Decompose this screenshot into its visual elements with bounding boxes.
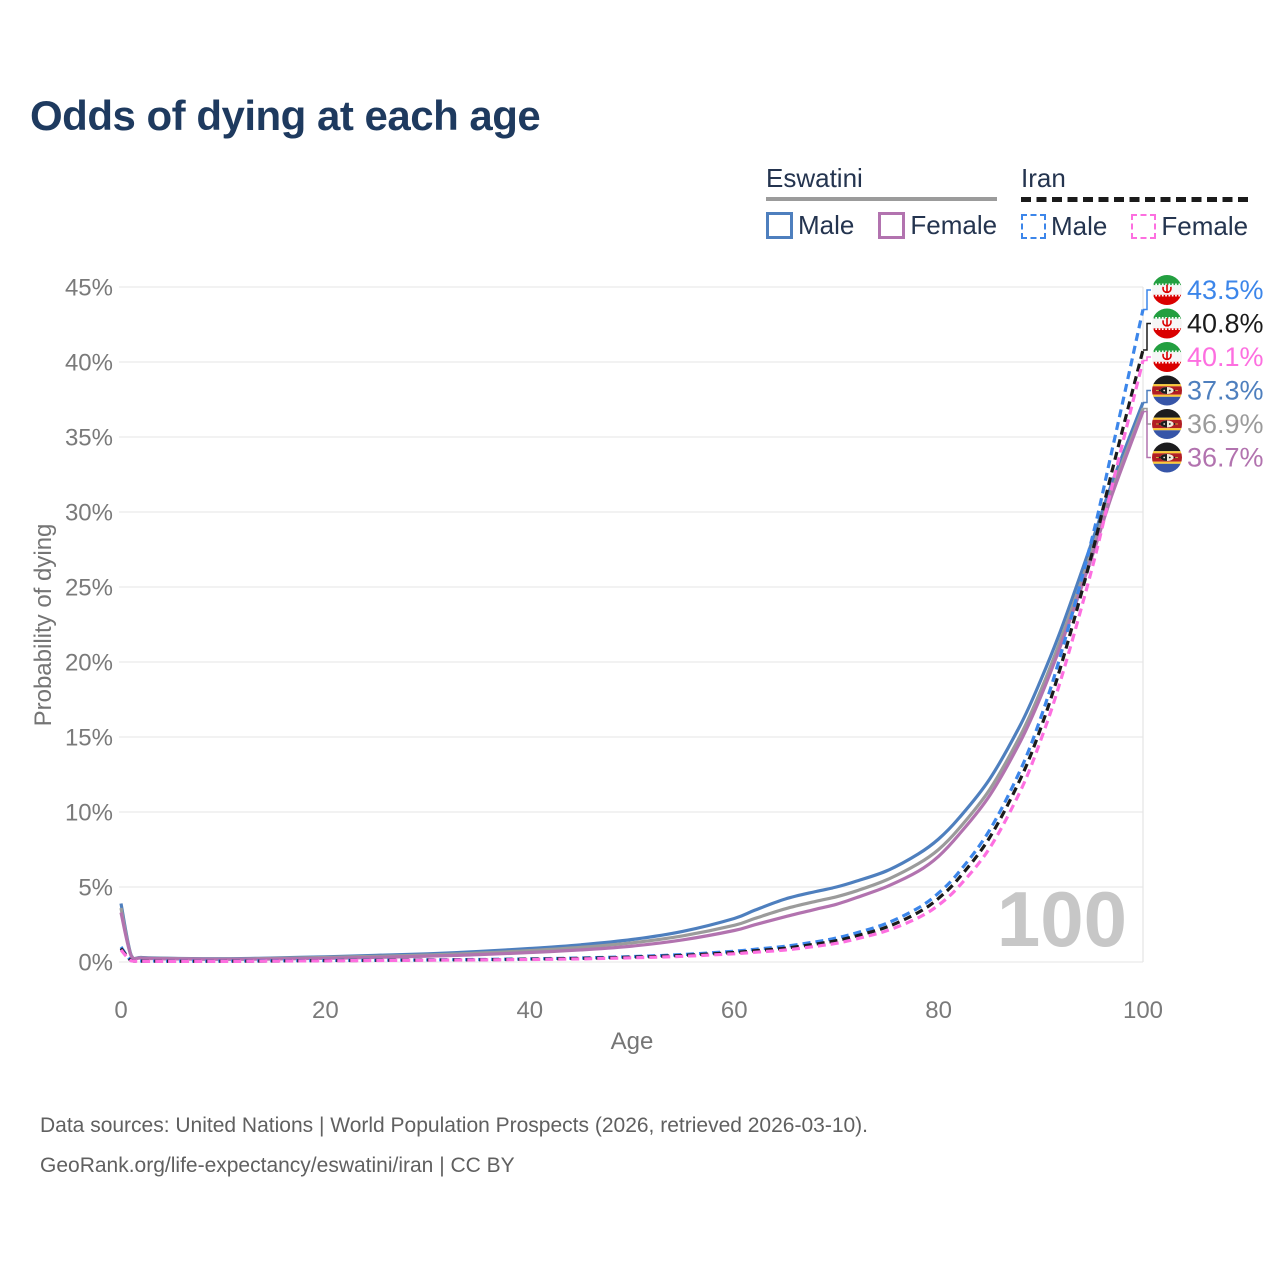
y-tick-label: 25% <box>65 575 113 602</box>
leader-line <box>1143 389 1151 404</box>
y-tick-label: 40% <box>65 350 113 377</box>
x-tick-label: 100 <box>1123 997 1163 1024</box>
leader-line <box>1143 356 1151 362</box>
legend-group-eswatini: Eswatini Male Female <box>766 163 998 241</box>
footer: Data sources: United Nations | World Pop… <box>40 1106 868 1186</box>
legend-header-iran[interactable]: Iran <box>1021 163 1066 193</box>
y-tick-label: 15% <box>65 725 113 752</box>
legend: Eswatini Male Female Iran <box>0 163 1280 243</box>
legend-item-eswatini-female[interactable]: Female <box>878 210 997 241</box>
end-value-label: 36.7% <box>1187 443 1264 473</box>
series-line-eswatini-female[interactable] <box>119 410 1145 961</box>
footer-data-sources: Data sources: United Nations | World Pop… <box>40 1114 869 1137</box>
x-tick-label: 40 <box>516 997 543 1024</box>
x-tick-label: 0 <box>114 997 127 1024</box>
y-tick-label: 20% <box>65 650 113 677</box>
iran-flag-icon <box>1152 342 1182 372</box>
end-value-label: 40.1% <box>1187 342 1264 372</box>
iran-female-swatch <box>1131 214 1157 239</box>
y-tick-label: 0% <box>78 950 113 977</box>
end-value-label: 43.5% <box>1187 275 1264 305</box>
leader-line <box>1143 322 1151 351</box>
x-axis-title: Age <box>610 1028 654 1055</box>
y-tick-label: 5% <box>78 875 113 902</box>
legend-item-iran-male[interactable]: Male <box>1021 211 1107 242</box>
y-axis-title: Probability of dying <box>30 523 57 727</box>
iran-flag-icon <box>1152 309 1182 339</box>
y-tick-label: 35% <box>65 425 113 452</box>
eswatini-flag-icon <box>1152 409 1182 439</box>
x-tick-label: 20 <box>312 997 339 1024</box>
series-line-iran-both-sexes-[interactable] <box>119 349 1145 963</box>
iran-male-swatch <box>1021 214 1046 239</box>
series-line-iran-female[interactable] <box>119 360 1145 964</box>
eswatini-male-swatch <box>766 212 793 239</box>
leader-line <box>1143 289 1151 311</box>
iran-line-swatch <box>1021 197 1249 202</box>
x-tick-label: 80 <box>925 997 952 1024</box>
series-line-eswatini-male[interactable] <box>119 401 1145 961</box>
end-value-label: 40.8% <box>1187 309 1264 339</box>
end-value-label: 37.3% <box>1187 376 1264 406</box>
eswatini-line-swatch <box>766 197 998 201</box>
watermark-age-100: 100 <box>997 875 1127 963</box>
end-value-label: 36.9% <box>1187 409 1264 439</box>
legend-item-iran-female[interactable]: Female <box>1131 211 1248 242</box>
footer-attribution: GeoRank.org/life-expectancy/eswatini/ira… <box>40 1154 515 1177</box>
iran-flag-icon <box>1152 275 1182 305</box>
legend-group-iran: Iran Male Female <box>1021 163 1249 242</box>
leader-line <box>1143 410 1151 459</box>
eswatini-flag-icon <box>1152 443 1182 473</box>
legend-header-eswatini[interactable]: Eswatini <box>766 163 863 193</box>
eswatini-female-swatch <box>878 212 906 239</box>
series-line-iran-male[interactable] <box>119 309 1145 963</box>
y-tick-label: 10% <box>65 800 113 827</box>
x-tick-label: 60 <box>721 997 748 1024</box>
legend-item-eswatini-male[interactable]: Male <box>766 210 854 241</box>
chart-title: Odds of dying at each age <box>30 92 541 139</box>
y-tick-label: 45% <box>65 275 113 302</box>
y-tick-label: 30% <box>65 500 113 527</box>
eswatini-flag-icon <box>1152 376 1182 406</box>
series-line-eswatini-both-sexes-[interactable] <box>119 407 1145 961</box>
